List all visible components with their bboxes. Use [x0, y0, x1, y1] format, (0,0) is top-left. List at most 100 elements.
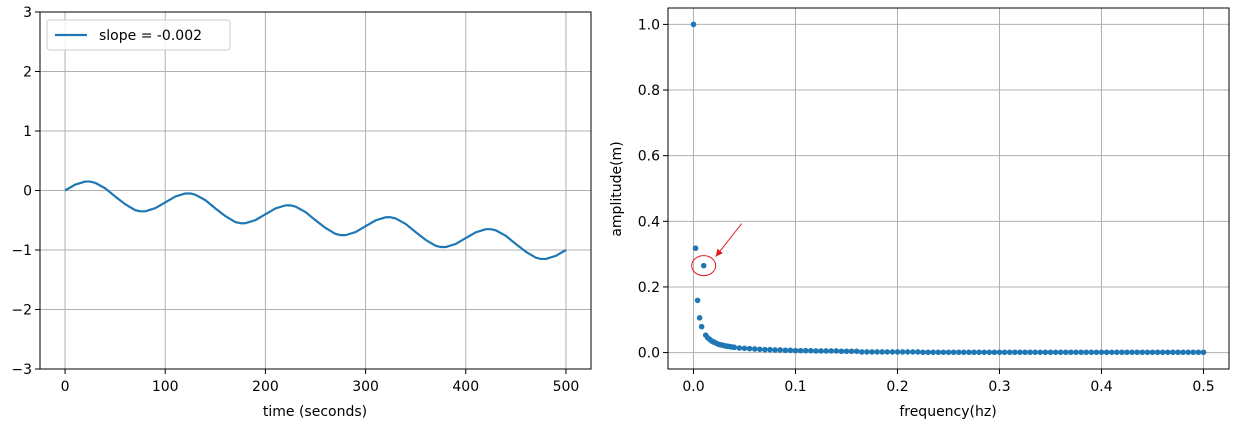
- data-point: [894, 349, 901, 355]
- y-tick-label: 0: [23, 184, 32, 200]
- data-point: [910, 349, 916, 355]
- x-tick-label: 0.1: [784, 379, 806, 395]
- x-tick-label: 100: [152, 379, 179, 395]
- y-tick-label: 1: [23, 124, 32, 140]
- data-point: [1144, 349, 1151, 356]
- data-point: [996, 349, 1003, 356]
- data-point: [1165, 349, 1171, 356]
- x-tick-label: 0.3: [988, 379, 1010, 395]
- data-point: [981, 349, 987, 356]
- arrow-head: [715, 248, 723, 257]
- data-point: [731, 344, 738, 351]
- data-point: [838, 348, 845, 355]
- x-ticks: 0 100 200 300 400 500: [61, 369, 579, 395]
- data-point: [777, 347, 783, 353]
- data-point: [915, 349, 921, 355]
- data-point: [864, 349, 870, 355]
- data-point: [1108, 349, 1115, 356]
- data-point: [955, 349, 962, 356]
- data-point: [945, 349, 952, 356]
- data-point: [1093, 349, 1100, 356]
- data-point: [904, 349, 911, 355]
- data-point: [1134, 349, 1140, 356]
- data-point: [1022, 349, 1028, 356]
- data-point: [1139, 349, 1146, 356]
- data-point: [935, 349, 942, 356]
- data-point: [818, 348, 824, 354]
- data-point: [797, 347, 804, 354]
- data-point: [692, 245, 699, 252]
- data-point: [1185, 349, 1191, 356]
- data-point: [762, 346, 768, 353]
- data-point: [1042, 349, 1049, 356]
- data-point: [930, 349, 936, 356]
- series-layer: [690, 21, 1207, 356]
- axes-frame: [667, 7, 1230, 370]
- data-point: [1083, 349, 1089, 356]
- y-tick-label: 0.2: [638, 280, 660, 296]
- data-point: [950, 349, 957, 356]
- data-point: [1103, 349, 1110, 356]
- y-tick-label: −3: [11, 362, 32, 378]
- data-point: [1032, 349, 1038, 356]
- y-ticks: 0.0 0.2 0.4 0.6 0.8 1.0: [638, 17, 668, 362]
- y-tick-label: 2: [23, 65, 32, 81]
- y-tick-label: 3: [23, 5, 32, 21]
- data-point: [884, 349, 891, 355]
- data-point: [751, 346, 758, 352]
- data-point: [696, 315, 703, 321]
- y-tick-label: 0.8: [638, 83, 660, 99]
- y-tick-label: −2: [11, 303, 32, 319]
- data-point: [843, 348, 850, 355]
- data-point: [1001, 349, 1008, 356]
- data-point: [853, 348, 860, 355]
- highlight-ellipse: [691, 255, 717, 277]
- data-point: [1012, 349, 1018, 356]
- data-point: [792, 347, 799, 354]
- data-point: [1129, 349, 1135, 356]
- data-point: [1017, 349, 1023, 356]
- data-point: [1006, 349, 1013, 356]
- data-point: [746, 345, 753, 352]
- x-tick-label: 400: [452, 379, 479, 395]
- x-tick-label: 0.5: [1192, 379, 1214, 395]
- data-point: [1170, 349, 1176, 356]
- data-point: [940, 349, 947, 356]
- data-point: [833, 348, 840, 354]
- data-point: [690, 21, 697, 28]
- x-ticks: 0.0 0.1 0.2 0.3 0.4 0.5: [682, 369, 1215, 395]
- data-point: [813, 348, 819, 354]
- data-point: [772, 347, 778, 353]
- data-point: [1068, 349, 1074, 356]
- data-point: [971, 349, 977, 356]
- y-tick-label: 0.4: [638, 214, 660, 230]
- data-point: [976, 349, 982, 356]
- data-point: [1073, 349, 1079, 356]
- data-point: [1027, 349, 1033, 356]
- legend-label: slope = -0.002: [99, 28, 202, 44]
- y-tick-label: 0.6: [638, 149, 660, 165]
- y-tick-label: 0.0: [638, 346, 660, 362]
- legend: slope = -0.002: [46, 19, 231, 51]
- data-point: [1047, 349, 1054, 356]
- time-series-chart: 0 100 200 300 400 500 −3 −2 −1 0 1 2 3 time (second…: [11, 5, 592, 420]
- y-axis-label: amplitude(m): [609, 141, 625, 236]
- data-point: [986, 349, 993, 356]
- data-point: [767, 346, 773, 353]
- data-point: [920, 349, 926, 356]
- data-point: [848, 348, 855, 355]
- data-point: [1088, 349, 1095, 356]
- data-point: [828, 348, 834, 354]
- y-tick-label: 1.0: [638, 17, 660, 33]
- series-layer: [64, 180, 567, 261]
- data-point: [1119, 349, 1125, 356]
- highlight-annotation: [691, 223, 743, 277]
- data-point: [874, 349, 880, 355]
- data-point: [1037, 349, 1044, 356]
- data-point: [869, 349, 875, 355]
- data-point: [1200, 349, 1207, 356]
- legend-box: [46, 19, 231, 51]
- data-point: [787, 347, 794, 354]
- frequency-spectrum-chart: 0.0 0.1 0.2 0.3 0.4 0.5 0.0 0.2 0.4 0.6 0.8 1.0 fr…: [609, 7, 1230, 420]
